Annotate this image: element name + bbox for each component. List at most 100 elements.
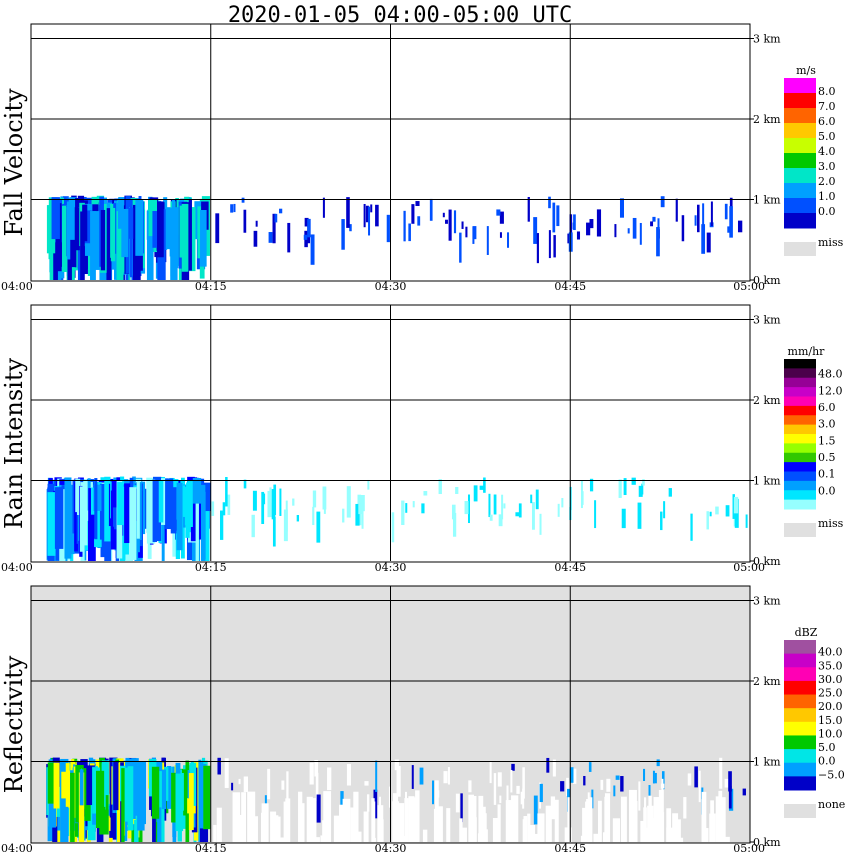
echo-cell <box>722 836 730 842</box>
colorbar-swatch <box>784 708 816 723</box>
echo-cell <box>181 203 189 272</box>
echo-cell <box>283 509 288 542</box>
echo-cell <box>586 798 591 842</box>
echo-cell <box>702 203 705 225</box>
echo-cell <box>452 512 457 537</box>
echo-cell <box>539 513 542 535</box>
echo-cell <box>81 768 88 810</box>
colorbar-label: 0.1 <box>818 468 836 481</box>
echo-cell <box>643 768 646 781</box>
echo-cell <box>370 204 373 213</box>
echo-cell <box>82 204 88 242</box>
echo-cell <box>286 771 289 800</box>
echo-cell <box>511 763 515 771</box>
echo-cell <box>366 794 370 812</box>
time-tick-label: 04:45 <box>554 561 586 574</box>
echo-cell <box>493 773 497 805</box>
echo-cell <box>315 837 320 842</box>
echo-cell <box>355 503 360 526</box>
echo-cell <box>698 770 701 803</box>
echo-cell <box>573 214 576 231</box>
echo-cell <box>535 489 539 510</box>
colorbar-label: 6.0 <box>818 401 836 414</box>
colorbar-label: 30.0 <box>818 673 843 686</box>
echo-cell <box>639 222 642 245</box>
echo-cell <box>681 215 685 242</box>
height-tick-label: 3 km <box>753 314 781 327</box>
echo-cell <box>640 820 647 842</box>
echo-cell <box>247 791 256 842</box>
colorbar-swatch <box>784 368 816 379</box>
colorbar-swatch <box>784 653 816 668</box>
echo-cell <box>459 818 463 842</box>
echo-cell <box>220 510 224 540</box>
colorbar-swatch <box>784 680 816 696</box>
echo-cell <box>106 208 112 280</box>
echo-cell <box>271 815 279 842</box>
echo-cell <box>656 759 660 767</box>
panel-1: 0 km 1 km 2 km 3 km 04:00 04:15 04:30 04:45 05:0… <box>0 304 844 574</box>
echo-cell <box>614 224 617 238</box>
time-tick-label: 04:30 <box>375 561 407 574</box>
echo-cell <box>56 769 64 817</box>
time-tick-label: 04:30 <box>375 842 407 855</box>
echo-cell <box>515 512 520 517</box>
echo-cell <box>437 806 443 842</box>
colorbar-label: 2.0 <box>818 175 836 188</box>
colorbar: mm/hr 48.0 12.0 6.0 3.0 1.5 0.5 0.1 0.0 miss <box>784 345 844 537</box>
colorbar-label: 0.0 <box>818 755 836 768</box>
echo-cell <box>472 227 475 244</box>
echo-cell <box>169 208 177 257</box>
echo-cell <box>227 494 231 515</box>
echo-cell <box>196 491 206 540</box>
colorbar-label: 0.0 <box>818 484 836 497</box>
echo-cell <box>279 837 287 842</box>
echo-cell <box>176 209 181 235</box>
echo-cell <box>322 486 327 510</box>
echo-cell <box>478 795 484 842</box>
echo-cell <box>497 804 501 842</box>
echo-cell <box>675 198 678 222</box>
echo-cell <box>583 775 586 786</box>
echo-cell <box>298 791 303 842</box>
colorbar-label: 0.0 <box>818 205 836 218</box>
echo-cell <box>718 790 723 842</box>
plot-frame <box>30 585 751 844</box>
echo-cell <box>620 776 624 792</box>
echo-cell <box>69 197 77 240</box>
echo-cell <box>411 204 415 224</box>
echo-cell <box>483 477 486 493</box>
time-tick-label: 04:15 <box>195 280 227 293</box>
echo-cell <box>306 796 313 842</box>
echo-cell <box>472 226 477 240</box>
echo-cell <box>113 761 119 811</box>
time-tick-label: 04:15 <box>195 842 227 855</box>
echo-cell <box>138 762 146 813</box>
echo-cell <box>527 813 531 842</box>
colorbar-label: 35.0 <box>818 659 843 672</box>
colorbar-label: 7.0 <box>818 100 836 113</box>
echo-cell <box>550 796 556 820</box>
echo-cell <box>710 201 713 226</box>
echo-cell <box>596 209 602 237</box>
echo-cell <box>705 828 709 842</box>
echo-cell <box>87 772 96 841</box>
echo-cell <box>493 494 497 515</box>
time-tick-label: 05:00 <box>733 842 765 855</box>
echo-cell <box>377 819 384 842</box>
echo-cell <box>96 770 105 829</box>
echo-cell <box>501 494 504 520</box>
colorbar-swatch <box>784 78 816 94</box>
echo-cell <box>618 479 622 498</box>
colorbar-swatch <box>784 396 816 407</box>
echo-cell <box>556 205 560 227</box>
echo-cell <box>135 761 142 805</box>
colorbar-swatch <box>784 153 816 169</box>
echo-cell <box>533 217 538 244</box>
panel-0: 0 km 1 km 2 km 3 km 04:00 04:15 04:30 04:45 05:0… <box>0 23 844 293</box>
echo-cell <box>657 218 660 228</box>
colorbar-swatch <box>784 443 816 454</box>
echo-cell <box>261 491 265 524</box>
echo-cell <box>647 805 654 842</box>
